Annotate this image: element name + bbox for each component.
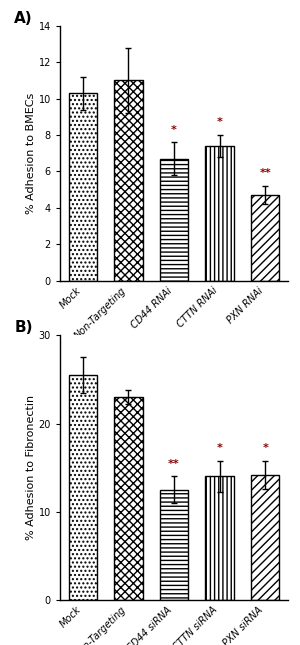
Text: **: ** bbox=[259, 168, 271, 178]
Text: **: ** bbox=[168, 459, 180, 468]
Bar bbox=[251, 195, 279, 281]
Y-axis label: % Adhesion to Fibronectin: % Adhesion to Fibronectin bbox=[26, 395, 36, 541]
Bar bbox=[251, 475, 279, 600]
Text: *: * bbox=[217, 117, 223, 127]
Bar bbox=[114, 81, 142, 281]
Text: *: * bbox=[262, 442, 268, 453]
Bar bbox=[160, 159, 188, 281]
Text: A): A) bbox=[14, 10, 33, 26]
Bar bbox=[160, 490, 188, 600]
Text: *: * bbox=[171, 124, 177, 135]
Text: *: * bbox=[217, 442, 223, 453]
Bar bbox=[114, 397, 142, 600]
Bar bbox=[206, 477, 234, 600]
Text: B): B) bbox=[14, 319, 33, 335]
Bar bbox=[206, 146, 234, 281]
Bar bbox=[69, 93, 97, 281]
Y-axis label: % Adhesion to BMECs: % Adhesion to BMECs bbox=[26, 93, 36, 213]
Bar bbox=[69, 375, 97, 600]
